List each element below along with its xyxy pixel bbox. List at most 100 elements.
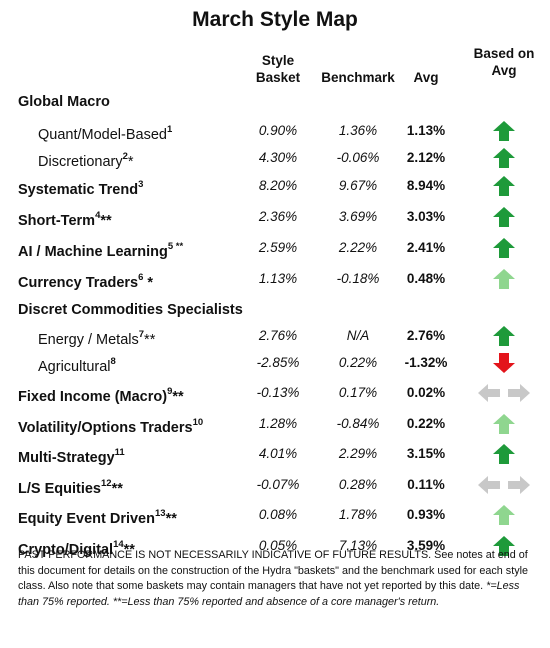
footnote-marker: 3	[138, 179, 144, 190]
footnote-marker: 1	[166, 124, 173, 135]
style-name: Fixed Income (Macro)	[18, 388, 168, 405]
row-label: Fixed Income (Macro)9**	[18, 381, 184, 409]
left-right-arrows-icon	[478, 476, 530, 494]
row-label: Equity Event Driven13**	[18, 503, 177, 531]
basket-value: 1.13%	[258, 271, 298, 286]
basket-value: -0.13%	[256, 385, 300, 400]
footnote-marker: 9	[167, 386, 173, 397]
signal-indicator	[474, 473, 534, 497]
signal-indicator	[474, 146, 534, 170]
down-arrow-icon	[493, 353, 515, 373]
table-row: Short-Term4** 2.36% 3.69% 3.03%	[0, 205, 550, 229]
avg-value: 1.13%	[406, 123, 446, 138]
table-row: Multi-Strategy11 4.01% 2.29% 3.15%	[0, 442, 550, 466]
up-arrow-icon	[493, 326, 515, 346]
row-label: Volatility/Options Traders10	[18, 412, 203, 440]
reporting-marker: **	[172, 388, 184, 405]
footnote-marker: 4	[95, 210, 101, 221]
row-label: Multi-Strategy11	[18, 442, 125, 470]
style-name: Short-Term	[18, 212, 96, 229]
row-label: Discret Commodities Specialists	[18, 298, 243, 322]
signal-indicator	[474, 174, 534, 198]
footnote-marker: 8	[110, 356, 116, 367]
basket-value: 0.90%	[258, 123, 298, 138]
benchmark-value: N/A	[346, 328, 370, 343]
footnote-marker: 6	[138, 272, 144, 283]
up-arrow-icon	[493, 238, 515, 258]
signal-indicator	[474, 205, 534, 229]
row-label: Systematic Trend3	[18, 174, 143, 202]
up-arrow-icon	[493, 176, 515, 196]
footnote-marker: 14	[113, 539, 124, 550]
row-label: Short-Term4**	[18, 205, 112, 233]
basket-value: 2.76%	[258, 328, 298, 343]
reporting-marker: *	[127, 153, 134, 170]
basket-value: 8.20%	[258, 178, 298, 193]
footnote-marker: 2	[122, 151, 128, 162]
page-title: March Style Map	[192, 8, 358, 31]
table-row: Equity Event Driven13** 0.08% 1.78% 0.93%	[0, 503, 550, 527]
style-name: Multi-Strategy	[18, 449, 115, 466]
benchmark-value: 7.13%	[338, 538, 378, 553]
basket-value: 4.30%	[258, 150, 298, 165]
signal-indicator	[474, 351, 534, 375]
avg-value: 0.48%	[406, 271, 446, 286]
column-header-signal: Based on Avg	[473, 46, 535, 78]
row-label: Global Macro	[18, 90, 110, 114]
avg-value: 0.22%	[406, 416, 446, 431]
style-name: Currency Traders	[18, 274, 139, 291]
row-label: Quant/Model-Based1	[38, 119, 172, 147]
up-arrow-icon	[493, 444, 515, 464]
avg-value: 0.93%	[406, 507, 446, 522]
table-row: Agricultural8 -2.85% 0.22% -1.32%	[0, 351, 550, 375]
reporting-marker: **	[123, 541, 135, 558]
footnote-marker: 12	[101, 478, 112, 489]
avg-value: 3.59%	[406, 538, 446, 553]
table-row: AI / Machine Learning5 ** 2.59% 2.22% 2.41%	[0, 236, 550, 260]
avg-value: 8.94%	[406, 178, 446, 193]
column-header-benchmark: Benchmark	[321, 70, 395, 85]
signal-indicator	[474, 119, 534, 143]
table-row: L/S Equities12** -0.07% 0.28% 0.11%	[0, 473, 550, 497]
benchmark-value: 0.17%	[338, 385, 378, 400]
footnote-legend: *=Less than 75% reported. **=Less than 7…	[18, 580, 520, 608]
avg-value: 2.76%	[406, 328, 446, 343]
left-right-arrows-icon	[478, 384, 530, 402]
reporting-marker: **	[100, 212, 112, 229]
benchmark-value: -0.18%	[336, 271, 380, 286]
style-name: AI / Machine Learning	[18, 243, 168, 260]
signal-indicator	[474, 267, 534, 291]
style-name: Agricultural	[38, 358, 111, 375]
table-row: Quant/Model-Based1 0.90% 1.36% 1.13%	[0, 119, 550, 143]
table-row: Discret Commodities Specialists	[0, 298, 550, 322]
row-label: Crypto/Digital14**	[18, 534, 135, 562]
reporting-marker: **	[111, 480, 123, 497]
up-arrow-icon	[493, 148, 515, 168]
basket-value: -0.07%	[256, 477, 300, 492]
benchmark-value: -0.84%	[336, 416, 380, 431]
table-row: Currency Traders6 * 1.13% -0.18% 0.48%	[0, 267, 550, 291]
signal-indicator	[474, 324, 534, 348]
up-arrow-icon	[493, 121, 515, 141]
benchmark-value: 0.28%	[338, 477, 378, 492]
table-row: Fixed Income (Macro)9** -0.13% 0.17% 0.02%	[0, 381, 550, 405]
footnote-disclaimer: PAST PERFORMANCE IS NOT NECESSARILY INDI…	[18, 549, 529, 593]
up-arrow-icon	[493, 269, 515, 289]
benchmark-value: 3.69%	[338, 209, 378, 224]
column-header-avg: Avg	[413, 70, 439, 85]
avg-value: 3.15%	[406, 446, 446, 461]
basket-value: 0.05%	[258, 538, 298, 553]
reporting-marker: *	[143, 274, 154, 291]
footnote-marker: 13	[154, 508, 166, 519]
style-name: Global Macro	[18, 94, 110, 110]
table-row: Crypto/Digital14** 0.05% 7.13% 3.59%	[0, 534, 550, 558]
benchmark-value: -0.06%	[336, 150, 380, 165]
avg-value: 2.12%	[406, 150, 446, 165]
basket-value: 4.01%	[258, 446, 298, 461]
basket-value: 2.59%	[258, 240, 298, 255]
row-label: Energy / Metals7**	[38, 324, 155, 352]
benchmark-value: 0.22%	[338, 355, 378, 370]
table-row: Discretionary2* 4.30% -0.06% 2.12%	[0, 146, 550, 170]
signal-indicator	[474, 412, 534, 436]
style-name: Crypto/Digital	[18, 541, 114, 558]
